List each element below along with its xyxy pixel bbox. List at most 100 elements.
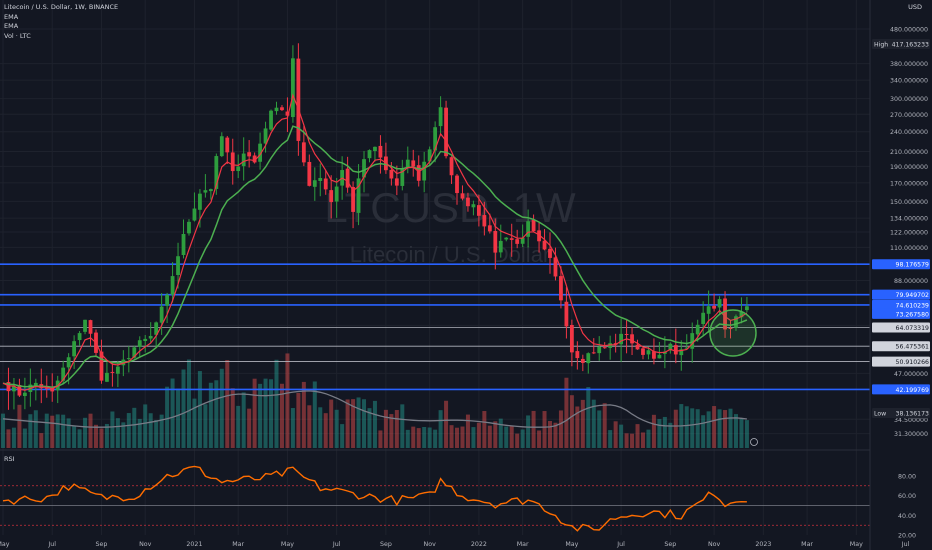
symbol-title[interactable]: Litecoin / U.S. Dollar, 1W, BINANCE (4, 3, 119, 11)
volume-bar (318, 407, 323, 448)
level-value: 42.199769 (896, 387, 930, 394)
candle-body (110, 371, 115, 373)
level-tag (872, 322, 930, 333)
candle-body (630, 334, 634, 344)
time-axis-label: Nov (424, 541, 437, 548)
time-axis-label: May (281, 541, 294, 548)
candle-body (252, 155, 257, 163)
volume-bar (104, 423, 109, 448)
rsi-axis-label: 40.00 (898, 513, 916, 520)
candle-body (389, 169, 394, 179)
volume-bar (706, 411, 711, 448)
rsi-axis-label: 20.00 (898, 533, 916, 540)
volume-bar (482, 411, 487, 448)
volume-bar (493, 421, 498, 448)
volume-bar (668, 422, 673, 448)
ema-legend-1[interactable]: EMA (4, 12, 19, 21)
candle-body (695, 324, 700, 335)
candle-body (318, 177, 323, 181)
candle-body (416, 165, 421, 181)
volume-bar (356, 397, 361, 448)
candle-body (99, 351, 104, 381)
candle-body (569, 324, 574, 353)
volume-bar (444, 400, 449, 448)
candle-body (170, 276, 175, 295)
candle-body (684, 347, 689, 349)
volume-bar (93, 424, 98, 448)
volume-bar (290, 408, 295, 448)
candle-body (400, 168, 405, 186)
volume-bar (170, 378, 175, 448)
candle-body (657, 354, 662, 359)
price-axis-label: 110.000000 (890, 245, 928, 252)
volume-bar (728, 408, 733, 448)
volume-bar (323, 413, 328, 448)
volume-bar (509, 425, 514, 448)
volume-bar (564, 377, 569, 448)
volume-bar (22, 428, 27, 448)
candle-body (433, 127, 438, 151)
volume-bar (531, 410, 536, 448)
candle-body (296, 58, 301, 141)
volume-bar (476, 422, 481, 448)
candle-body (378, 145, 383, 158)
candle-body (373, 146, 377, 152)
volume-bar (515, 433, 520, 448)
candle-body (356, 178, 361, 213)
volume-bar (214, 380, 219, 448)
candle-body (280, 107, 284, 111)
volume-bar (33, 410, 38, 448)
volume-bar (230, 388, 235, 448)
volume-bar (307, 405, 312, 448)
volume-bar (225, 360, 230, 448)
candle-body (230, 152, 235, 172)
volume-bar (219, 368, 224, 448)
volume-bar (520, 429, 525, 448)
rsi-pane-label[interactable]: RSI (4, 455, 15, 463)
volume-bar (422, 426, 427, 448)
candle-body (105, 372, 109, 382)
ema-legend-2[interactable]: EMA (4, 22, 19, 30)
volume-bar (192, 398, 197, 448)
candle-body (575, 351, 580, 359)
price-axis-label: 480.000000 (890, 26, 928, 33)
time-axis-label: Mar (517, 541, 529, 548)
volume-legend[interactable]: Vol · LTC (4, 31, 31, 40)
currency-label: USD (908, 3, 922, 11)
candle-body (734, 316, 738, 328)
rsi-line (2, 465, 747, 532)
level-value: 73.267580 (896, 311, 930, 318)
volume-bar (50, 415, 55, 448)
candle-body (509, 238, 514, 240)
candle-body (728, 327, 733, 329)
low-tag (872, 408, 930, 418)
price-axis-label: 31.300000 (894, 431, 928, 438)
candle-body (192, 208, 197, 221)
candle-body (427, 149, 432, 162)
price-axis-panel[interactable] (870, 0, 932, 550)
volume-bar (646, 429, 651, 448)
candle-body (329, 190, 334, 203)
candle-body (88, 320, 93, 334)
candle-body (580, 358, 585, 363)
volume-bar (66, 418, 71, 448)
candle-body (613, 343, 618, 345)
candle-body (176, 256, 180, 276)
level-value: 79.949702 (896, 292, 930, 299)
time-axis-label: 2022 (471, 541, 487, 548)
volume-bar (619, 424, 624, 448)
candle-body (717, 299, 722, 308)
candle-body (641, 348, 645, 355)
volume-bar (690, 408, 695, 448)
volume-bar (148, 413, 153, 448)
volume-bar (296, 392, 301, 448)
candle-body (187, 221, 191, 234)
volume-bar (449, 425, 454, 448)
price-axis-label: 122.000000 (890, 230, 928, 237)
volume-bar (389, 414, 394, 448)
volume-bar (176, 388, 181, 448)
candle-body (143, 338, 148, 341)
candle-body (526, 221, 531, 237)
replay-icon[interactable] (750, 438, 758, 446)
